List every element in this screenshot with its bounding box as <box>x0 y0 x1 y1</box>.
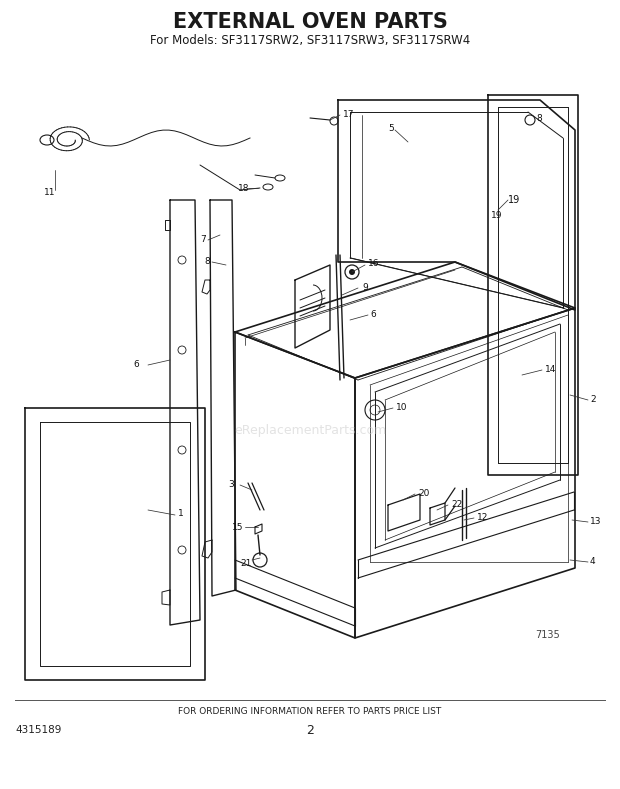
Text: 8: 8 <box>536 114 542 122</box>
Text: 14: 14 <box>545 365 556 373</box>
Text: EXTERNAL OVEN PARTS: EXTERNAL OVEN PARTS <box>172 12 448 32</box>
Text: 19: 19 <box>491 211 502 219</box>
Text: 13: 13 <box>590 517 601 525</box>
Text: 7135: 7135 <box>535 630 560 640</box>
Text: 3: 3 <box>228 480 234 488</box>
Text: 6: 6 <box>133 360 139 368</box>
Text: 6: 6 <box>370 309 376 319</box>
Circle shape <box>349 269 355 275</box>
Text: 1: 1 <box>178 510 184 518</box>
Text: eReplacementParts.com: eReplacementParts.com <box>234 424 386 436</box>
Text: 12: 12 <box>477 513 489 522</box>
Text: For Models: SF3117SRW2, SF3117SRW3, SF3117SRW4: For Models: SF3117SRW2, SF3117SRW3, SF31… <box>150 33 470 47</box>
Text: 22: 22 <box>451 499 463 508</box>
Text: 4315189: 4315189 <box>15 725 61 735</box>
Text: 10: 10 <box>396 402 407 412</box>
Text: 21: 21 <box>240 559 251 567</box>
Text: 7: 7 <box>200 234 206 244</box>
Text: 17: 17 <box>343 110 355 118</box>
Text: 16: 16 <box>368 260 379 268</box>
Text: FOR ORDERING INFORMATION REFER TO PARTS PRICE LIST: FOR ORDERING INFORMATION REFER TO PARTS … <box>179 708 441 716</box>
Text: 2: 2 <box>590 394 596 403</box>
Text: 15: 15 <box>232 522 244 532</box>
Text: 11: 11 <box>44 188 56 196</box>
Text: 4: 4 <box>590 556 596 566</box>
Text: 19: 19 <box>508 195 520 205</box>
Text: 2: 2 <box>306 724 314 736</box>
Text: 8: 8 <box>204 256 210 266</box>
Text: 9: 9 <box>362 282 368 291</box>
Text: 20: 20 <box>418 488 430 498</box>
Text: 5: 5 <box>388 124 394 133</box>
Text: 18: 18 <box>238 184 249 193</box>
